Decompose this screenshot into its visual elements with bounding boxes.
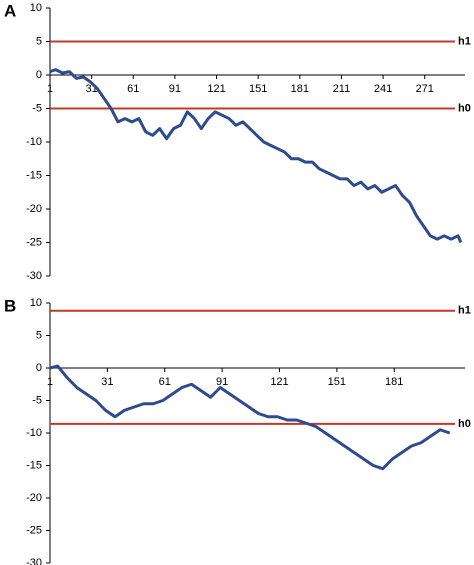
y-tick-label: -15: [26, 459, 42, 471]
reference-label: h0: [458, 102, 471, 114]
x-tick-label: 151: [249, 83, 267, 95]
reference-label: h1: [458, 35, 471, 47]
x-tick-label: 1: [47, 376, 53, 388]
data-line: [49, 68, 463, 244]
y-tick-label: -25: [26, 524, 42, 536]
y-tick-label: -10: [26, 427, 42, 439]
y-tick-label: -5: [32, 102, 42, 114]
x-tick-label: 181: [291, 83, 309, 95]
y-tick-label: -30: [26, 557, 42, 565]
y-tick-label: 0: [36, 362, 42, 374]
x-tick-label: 91: [216, 376, 228, 388]
panel-label: A: [4, 1, 16, 20]
y-tick-label: 10: [30, 2, 42, 14]
y-tick-label: 10: [30, 297, 42, 309]
x-tick-label: 31: [101, 376, 113, 388]
y-tick-label: -20: [26, 203, 42, 215]
y-tick-label: 5: [36, 329, 42, 341]
y-tick-label: -10: [26, 136, 42, 148]
y-tick-label: -30: [26, 270, 42, 282]
reference-label: h0: [458, 418, 471, 430]
x-tick-label: 61: [159, 376, 171, 388]
x-tick-label: 241: [374, 83, 392, 95]
y-tick-label: 0: [36, 69, 42, 81]
x-tick-label: 61: [127, 83, 139, 95]
x-tick-label: 151: [328, 376, 346, 388]
y-tick-label: -5: [32, 394, 42, 406]
y-tick-label: -15: [26, 169, 42, 181]
x-tick-label: 91: [169, 83, 181, 95]
x-tick-label: 211: [333, 83, 351, 95]
y-tick-label: 5: [36, 35, 42, 47]
data-line: [49, 364, 451, 471]
x-tick-label: 121: [270, 376, 288, 388]
y-tick-label: -25: [26, 236, 42, 248]
reference-label: h1: [458, 305, 471, 317]
x-tick-label: 271: [416, 83, 434, 95]
x-tick-label: 181: [385, 376, 403, 388]
panel-label: B: [4, 296, 16, 315]
x-tick-label: 1: [47, 83, 53, 95]
y-tick-label: -20: [26, 492, 42, 504]
x-tick-label: 121: [207, 83, 225, 95]
